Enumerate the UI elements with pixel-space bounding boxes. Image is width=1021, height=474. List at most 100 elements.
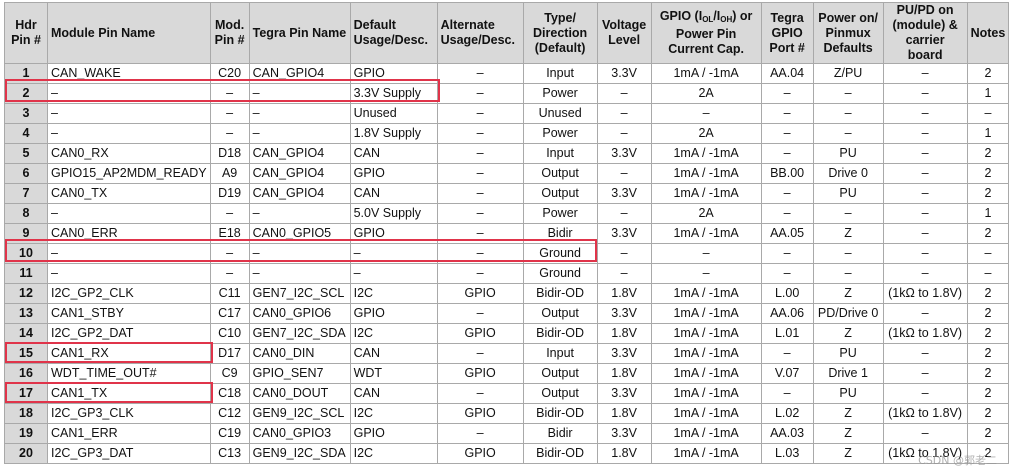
alternate-usage-cell: – <box>436 223 524 244</box>
table-row: 4– – –1.8V Supply – Power –2A – – –1 <box>4 123 1010 144</box>
power-on-default-cell: PU <box>812 383 884 404</box>
module-pin-name-cell: WDT_TIME_OUT# <box>47 363 211 384</box>
module-pin-name-cell: GPIO15_AP2MDM_READY <box>47 163 211 184</box>
pin-number-cell: 20 <box>4 443 48 464</box>
voltage-level-cell: – <box>596 103 652 124</box>
alternate-usage-cell: – <box>436 183 524 204</box>
tegra-gpio-port-cell: – <box>760 83 814 104</box>
pu-pd-cell: (1kΩ to 1.8V) <box>882 443 968 464</box>
voltage-level-cell: – <box>596 123 652 144</box>
notes-cell: 2 <box>966 343 1010 364</box>
alternate-usage-cell: – <box>436 263 524 284</box>
module-pin-name-cell: CAN_WAKE <box>47 63 211 84</box>
header-notes: Notes <box>966 2 1010 64</box>
header-power-on-defaults: Power on/ Pinmux Defaults <box>812 2 884 64</box>
tegra-pin-name-cell: GPIO_SEN7 <box>248 363 351 384</box>
default-usage-cell: I2C <box>349 283 438 304</box>
power-on-default-cell: Z/PU <box>812 63 884 84</box>
mod-pin-cell: – <box>209 243 250 264</box>
mod-pin-cell: D19 <box>209 183 250 204</box>
tegra-pin-name-cell: GEN7_I2C_SCL <box>248 283 351 304</box>
module-pin-name-cell: – <box>47 123 211 144</box>
current-cap-cell: 1mA / -1mA <box>650 363 762 384</box>
header-module-pin-name: Module Pin Name <box>47 2 211 64</box>
default-usage-cell: – <box>349 263 438 284</box>
notes-cell: 2 <box>966 63 1010 84</box>
voltage-level-cell: – <box>596 243 652 264</box>
pu-pd-cell: – <box>882 423 968 444</box>
tegra-gpio-port-cell: – <box>760 343 814 364</box>
pin-rows: 1 CAN_WAKE C20 CAN_GPIO4 GPIO – Input 3.3V 1mA /… <box>4 63 1010 464</box>
table-row: 5 CAN0_RX D18 CAN_GPIO4 CAN – Input 3.3V 1mA / -… <box>4 143 1010 164</box>
header-row: Hdr Pin # Module Pin Name Mod. Pin # Teg… <box>4 2 1010 64</box>
pin-number-cell: 1 <box>4 63 48 84</box>
tegra-gpio-port-cell: AA.04 <box>760 63 814 84</box>
mod-pin-cell: C20 <box>209 63 250 84</box>
power-on-default-cell: Z <box>812 223 884 244</box>
current-cap-cell: 1mA / -1mA <box>650 423 762 444</box>
current-cap-cell: 1mA / -1mA <box>650 323 762 344</box>
default-usage-cell: CAN <box>349 383 438 404</box>
notes-cell: – <box>966 103 1010 124</box>
type-direction-cell: Ground <box>522 263 598 284</box>
power-on-default-cell: Z <box>812 423 884 444</box>
power-on-default-cell: – <box>812 263 884 284</box>
pu-pd-cell: – <box>882 303 968 324</box>
voltage-level-cell: – <box>596 83 652 104</box>
default-usage-cell: CAN <box>349 183 438 204</box>
pin-number-cell: 19 <box>4 423 48 444</box>
pin-number-cell: 16 <box>4 363 48 384</box>
alternate-usage-cell: – <box>436 103 524 124</box>
default-usage-cell: 5.0V Supply <box>349 203 438 224</box>
voltage-level-cell: 1.8V <box>596 323 652 344</box>
alternate-usage-cell: GPIO <box>436 323 524 344</box>
voltage-level-cell: 3.3V <box>596 423 652 444</box>
current-cap-cell: 1mA / -1mA <box>650 223 762 244</box>
tegra-pin-name-cell: – <box>248 203 351 224</box>
tegra-gpio-port-cell: L.03 <box>760 443 814 464</box>
default-usage-cell: GPIO <box>349 163 438 184</box>
table-row: 8– – –5.0V Supply – Power –2A – – –1 <box>4 203 1010 224</box>
header-voltage-level: Voltage Level <box>596 2 652 64</box>
pin-number-cell: 11 <box>4 263 48 284</box>
tegra-pin-name-cell: CAN0_DIN <box>248 343 351 364</box>
power-on-default-cell: – <box>812 203 884 224</box>
tegra-pin-name-cell: GEN7_I2C_SDA <box>248 323 351 344</box>
mod-pin-cell: C18 <box>209 383 250 404</box>
header-current-cap-post: ) or Power Pin Current Cap. <box>668 9 753 56</box>
pin-number-cell: 14 <box>4 323 48 344</box>
module-pin-name-cell: CAN1_STBY <box>47 303 211 324</box>
current-cap-cell: 1mA / -1mA <box>650 283 762 304</box>
pin-number-cell: 8 <box>4 203 48 224</box>
notes-cell: 2 <box>966 163 1010 184</box>
module-pin-name-cell: CAN1_ERR <box>47 423 211 444</box>
notes-cell: 1 <box>966 123 1010 144</box>
default-usage-cell: GPIO <box>349 303 438 324</box>
tegra-gpio-port-cell: L.01 <box>760 323 814 344</box>
tegra-gpio-port-cell: – <box>760 263 814 284</box>
type-direction-cell: Bidir <box>522 223 598 244</box>
pin-number-cell: 18 <box>4 403 48 424</box>
pin-number-cell: 15 <box>4 343 48 364</box>
current-cap-cell: 1mA / -1mA <box>650 403 762 424</box>
default-usage-cell: GPIO <box>349 63 438 84</box>
module-pin-name-cell: I2C_GP2_DAT <box>47 323 211 344</box>
current-cap-cell: – <box>650 103 762 124</box>
type-direction-cell: Ground <box>522 243 598 264</box>
header-alternate-usage: Alternate Usage/Desc. <box>436 2 524 64</box>
mod-pin-cell: – <box>209 263 250 284</box>
notes-cell: 2 <box>966 323 1010 344</box>
mod-pin-cell: C11 <box>209 283 250 304</box>
pu-pd-cell: – <box>882 223 968 244</box>
tegra-pin-name-cell: – <box>248 263 351 284</box>
header-current-cap: GPIO (IOL/IOH) or Power Pin Current Cap. <box>650 2 762 64</box>
type-direction-cell: Bidir-OD <box>522 323 598 344</box>
type-direction-cell: Power <box>522 203 598 224</box>
header-type-direction: Type/ Direction (Default) <box>522 2 598 64</box>
pu-pd-cell: (1kΩ to 1.8V) <box>882 283 968 304</box>
tegra-pin-name-cell: GEN9_I2C_SDA <box>248 443 351 464</box>
tegra-pin-name-cell: GEN9_I2C_SCL <box>248 403 351 424</box>
pu-pd-cell: – <box>882 123 968 144</box>
tegra-gpio-port-cell: AA.06 <box>760 303 814 324</box>
power-on-default-cell: – <box>812 83 884 104</box>
